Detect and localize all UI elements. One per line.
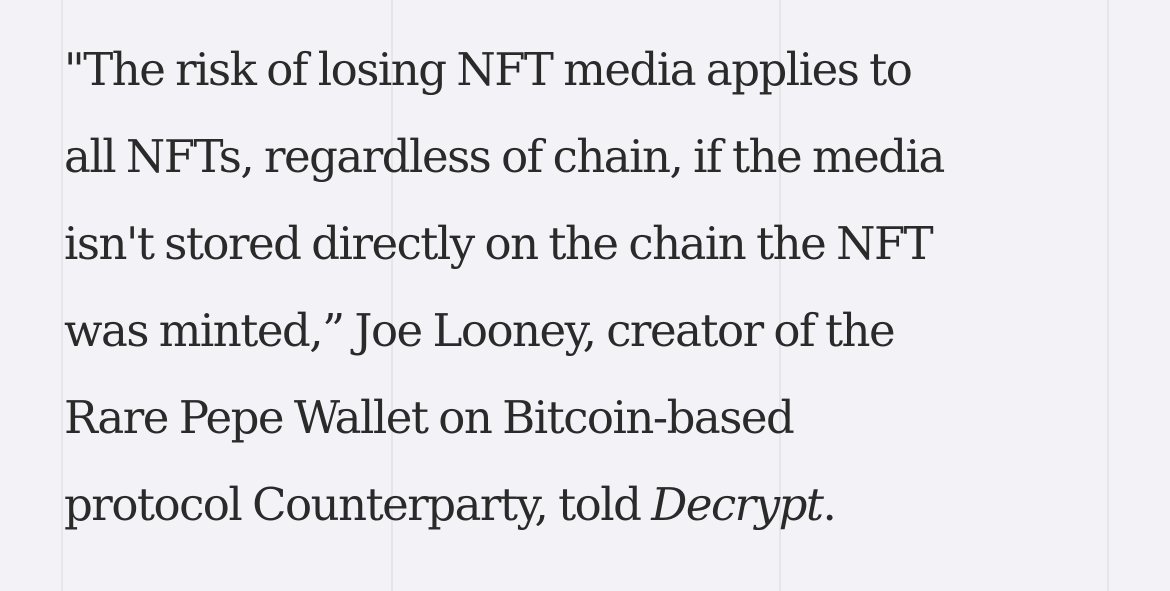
column-guide-line <box>1107 0 1109 591</box>
paragraph-line: all NFTs, regardless of chain, if the me… <box>64 130 945 183</box>
paragraph-line: was minted,” Joe Looney, creator of the <box>64 304 896 357</box>
column-guide-line <box>61 0 63 591</box>
article-quote-paragraph: "The risk of losing NFT media applies to… <box>64 26 1104 548</box>
column-guide-line <box>779 0 781 591</box>
paragraph-line: Rare Pepe Wallet on Bitcoin-based <box>64 391 795 444</box>
paragraph-line-text: protocol Counterparty, told <box>64 478 652 531</box>
paragraph-line: isn't stored directly on the chain the N… <box>64 217 934 270</box>
paragraph-line: "The risk of losing NFT media applies to <box>64 43 913 96</box>
closing-punctuation: . <box>822 478 837 531</box>
paragraph-line-last: protocol Counterparty, told Decrypt. <box>64 461 1104 548</box>
column-guide-line <box>391 0 393 591</box>
publication-name: Decrypt <box>651 478 824 531</box>
